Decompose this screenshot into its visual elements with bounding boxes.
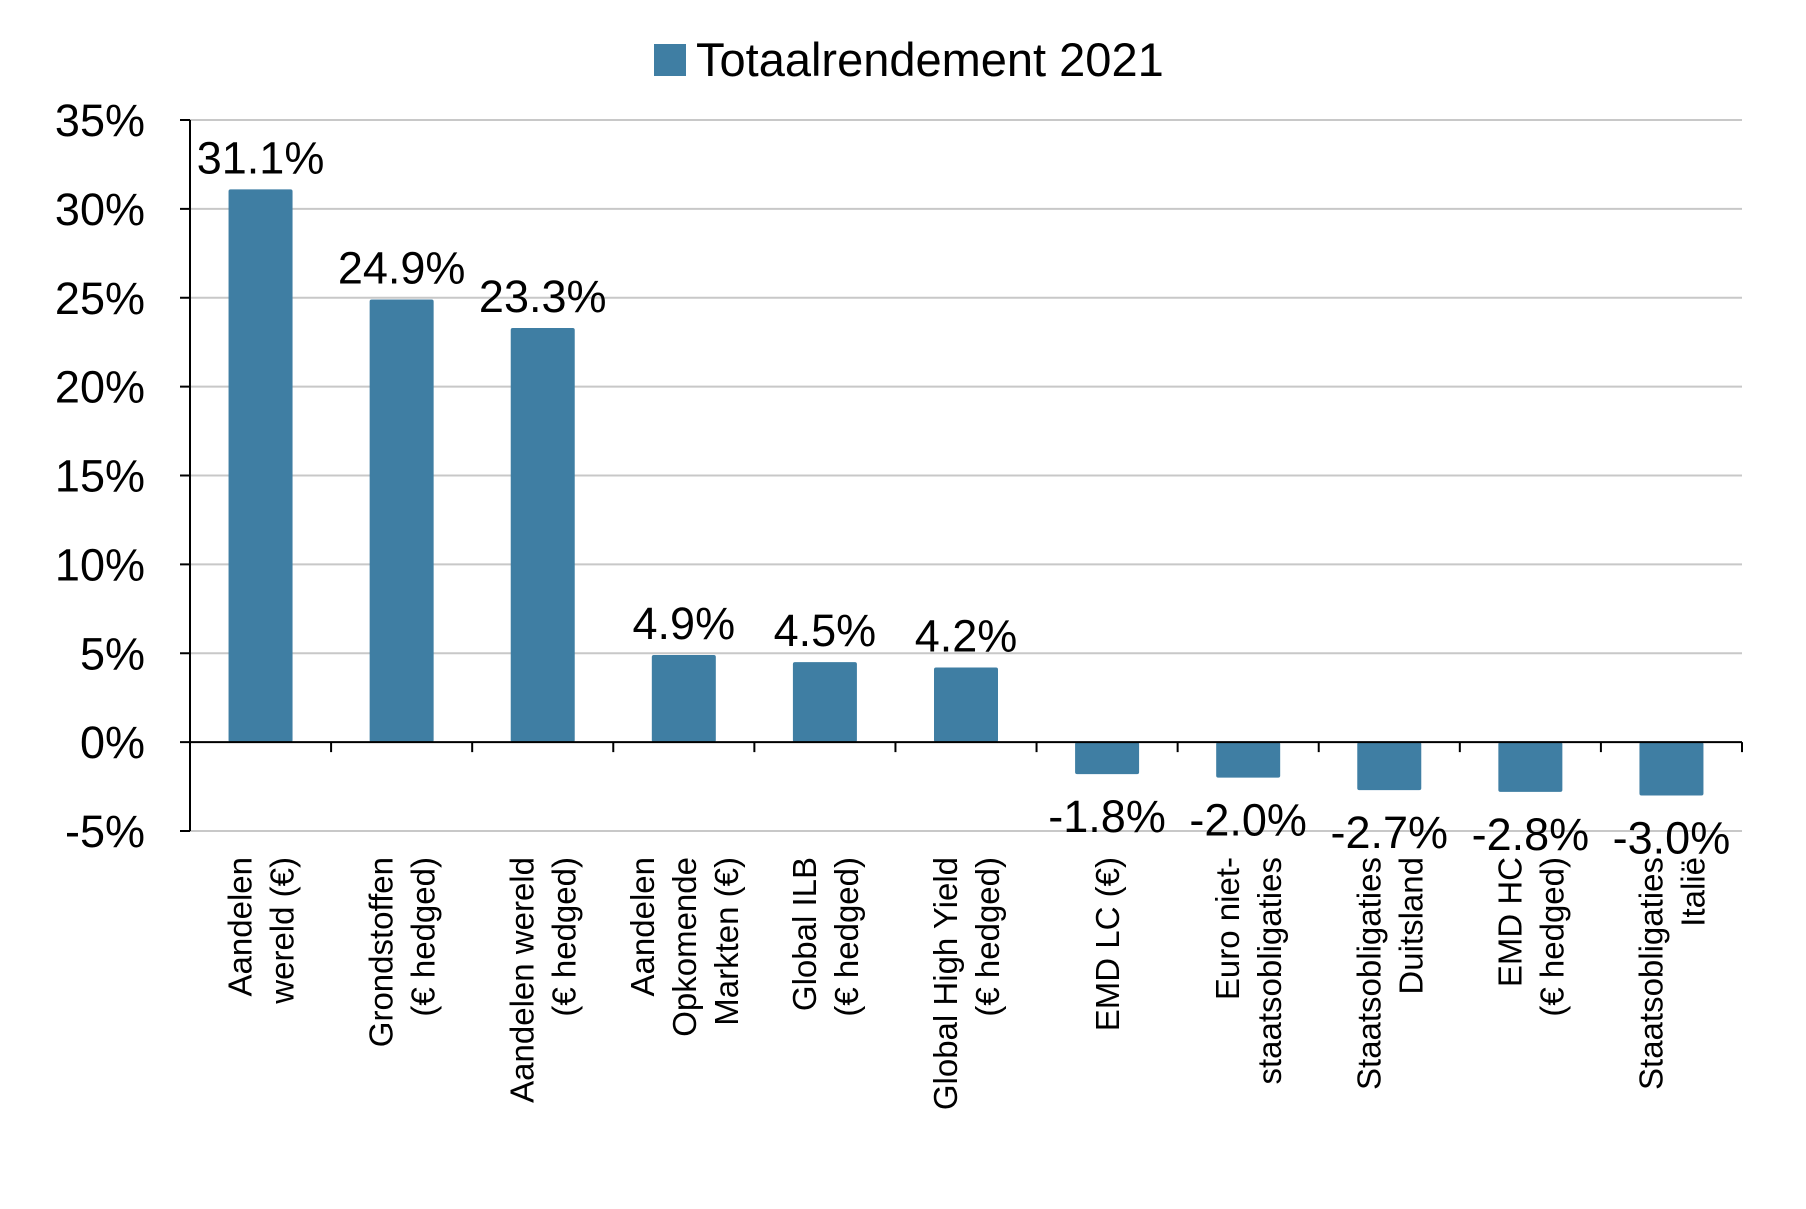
data-label: 23.3% (479, 271, 607, 322)
category-label: (€ hedged) (1533, 857, 1570, 1017)
bar (651, 655, 716, 743)
category-label: Euro niet- (1209, 857, 1246, 1000)
bar (1498, 742, 1563, 792)
data-label: 24.9% (338, 243, 466, 294)
bar (934, 667, 998, 743)
axes (180, 119, 1743, 832)
y-tick-label: 20% (55, 362, 145, 413)
y-tick-label: 35% (55, 95, 145, 146)
bar (1216, 742, 1281, 778)
bar (228, 189, 293, 743)
data-label: -2.7% (1330, 807, 1448, 858)
y-tick-label: -5% (65, 806, 145, 857)
category-label: Aandelen (222, 857, 259, 996)
data-label: -1.8% (1048, 791, 1166, 842)
category-label: (€ hedged) (969, 857, 1006, 1017)
category-label: EMD HC (1491, 857, 1528, 987)
data-label: 31.1% (197, 132, 325, 183)
category-label: (€ hedged) (828, 857, 865, 1017)
category-label: Opkomende (666, 857, 703, 1037)
category-label: Italië (1674, 857, 1711, 927)
gridlines (190, 119, 1742, 832)
y-tick-label: 25% (55, 273, 145, 324)
category-label: Markten (€) (708, 857, 745, 1026)
bar (369, 299, 434, 743)
y-tick-label: 15% (55, 451, 145, 502)
y-tick-label: 30% (55, 184, 145, 235)
category-label: Aandelen (624, 857, 661, 996)
category-label: Global ILB (786, 857, 823, 1011)
category-label: staatsobligaties (1251, 857, 1288, 1084)
category-label: EMD LC (€) (1089, 857, 1126, 1031)
bar (1357, 742, 1422, 791)
legend: Totaalrendement 2021 (654, 33, 1164, 86)
data-labels: 31.1% 24.9% 23.3% 4.9% 4.5% 4.2% -1.8% -2.0% -2.… (197, 132, 1730, 863)
category-label: Staatsobligaties (1632, 857, 1669, 1090)
category-label: Grondstoffen (363, 857, 400, 1047)
category-label: (€ hedged) (405, 857, 442, 1017)
y-tick-label: 10% (55, 539, 145, 590)
category-label: Aandelen wereld (504, 857, 541, 1103)
category-label: Global High Yield (927, 857, 964, 1110)
data-label: -2.0% (1189, 795, 1307, 846)
category-label: Staatsobligaties (1350, 857, 1387, 1090)
category-label: wereld (€) (264, 857, 301, 1005)
data-label: 4.2% (915, 610, 1018, 661)
category-label: (€ hedged) (546, 857, 583, 1017)
data-label: 4.9% (633, 598, 736, 649)
legend-label: Totaalrendement 2021 (696, 33, 1164, 86)
category-labels: Aandelen wereld (€) Grondstoffen (€ hedged)… (222, 857, 1712, 1110)
data-label: 4.5% (774, 605, 877, 656)
bar (792, 662, 857, 743)
y-tick-labels: 35% 30% 25% 20% 15% 10% 5% 0% -5% (55, 95, 145, 857)
data-label: -3.0% (1613, 812, 1731, 863)
bar (1639, 742, 1704, 796)
y-tick-label: 0% (80, 717, 145, 768)
bar (1075, 742, 1140, 775)
data-label: -2.8% (1472, 809, 1590, 860)
bar (510, 327, 575, 743)
category-label: Duitsland (1392, 857, 1429, 995)
y-tick-label: 5% (80, 628, 145, 679)
legend-swatch (654, 44, 686, 76)
bars (228, 189, 1704, 796)
